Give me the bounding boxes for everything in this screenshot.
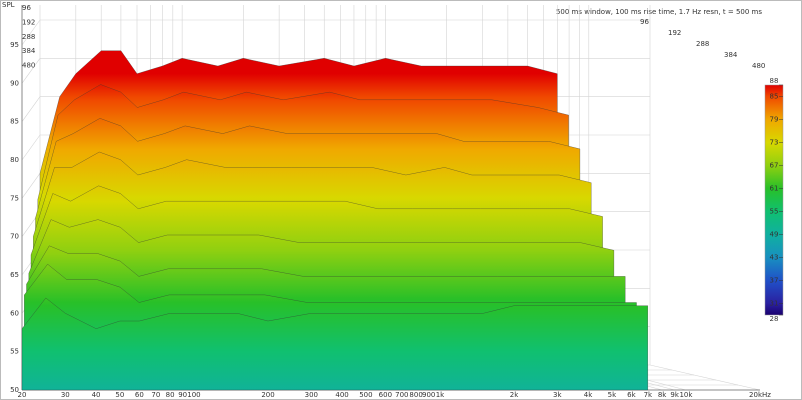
grid-line [21,173,41,199]
grid-line [649,364,761,391]
x-tick-label: 70 [151,391,160,399]
colorbar-label: 55 [770,208,779,216]
y-tick-label: 80 [10,156,19,164]
colorbar [764,84,784,316]
chart-title: 500 ms window, 100 ms rise time, 1.7 Hz … [556,8,762,16]
x-tick-label: 800 [409,391,422,399]
x-tick-label: 700 [395,391,408,399]
x-tick-label: 400 [335,391,348,399]
y-tick-label: 75 [10,194,19,202]
x-tick-label: 500 [359,391,372,399]
y-tick-label: 70 [10,233,19,241]
x-tick-label: 100 [187,391,200,399]
x-tick-label: 60 [135,391,144,399]
slice [21,297,649,391]
z-tick-label: 480 [752,62,765,70]
x-tick-label: 9k [670,391,679,399]
x-tick-label: 4k [584,391,593,399]
x-tick-label: 1k [436,391,445,399]
z-tick-label: 480 [22,62,35,70]
z-tick-label: 96 [640,18,649,26]
y-tick-label: 60 [10,309,19,317]
colorbar-label: 43 [770,254,779,262]
x-tick-label: 2k [510,391,519,399]
y-axis-label: SPL [2,1,15,9]
y-tick-label: 85 [10,118,19,126]
z-tick-label: 288 [696,40,709,48]
colorbar-label: 67 [770,162,779,170]
y-tick-label: 55 [10,348,19,356]
grid-line [21,96,41,122]
x-tick-label: 6k [627,391,636,399]
z-tick-label: 192 [22,18,35,26]
x-tick-label: 300 [305,391,318,399]
y-tick-label: 65 [10,271,19,279]
x-tick-label: 3k [553,391,562,399]
z-tick-label: 384 [22,47,36,55]
y-tick-label: 90 [10,79,19,87]
grid-line [21,19,41,46]
colorbar-label: 31 [770,300,779,308]
y-tick-label: 95 [10,41,19,49]
z-tick-label: 288 [22,33,35,41]
x-tick-label: 8k [658,391,667,399]
x-tick-label: 90 [178,391,187,399]
x-tick-label: 80 [166,391,175,399]
z-tick-label: 96 [22,4,31,12]
colorbar-label: 88 [770,77,779,85]
grid-line [21,58,41,84]
z-tick-label: 192 [668,29,681,37]
colorbar-label: 61 [770,185,779,193]
x-tick-label: 600 [379,391,392,399]
x-tick-label: 200 [261,391,274,399]
colorbar-label: 37 [770,277,779,285]
colorbar-label: 73 [770,139,779,147]
x-tick-label: 20 [18,391,27,399]
x-tick-label: 50 [115,391,124,399]
x-tick-label: 40 [92,391,101,399]
colorbar-label: 28 [770,315,779,323]
x-tick-label: 5k [608,391,617,399]
colorbar-label: 49 [770,231,779,239]
colorbar-label: 79 [770,116,779,124]
x-tick-label: 10k [679,391,693,399]
x-tick-label: 30 [61,391,70,399]
x-tick-label: 20kHz [749,391,771,399]
y-tick-label: 50 [10,386,19,394]
z-tick-label: 384 [724,51,738,59]
x-tick-label: 900 [422,391,435,399]
grid-line [21,134,41,161]
x-tick-label: 7k [644,391,653,399]
colorbar-label: 85 [770,93,779,101]
